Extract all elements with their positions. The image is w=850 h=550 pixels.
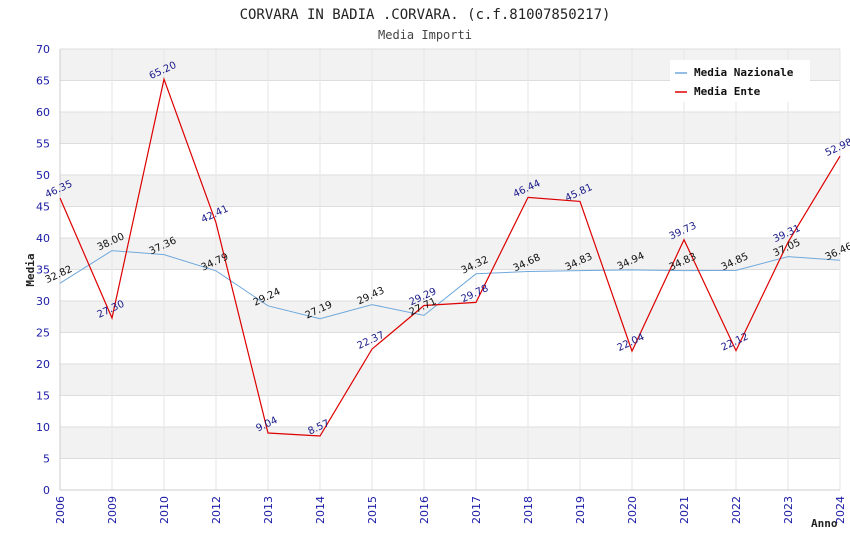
x-tick-label: 2020 (626, 496, 639, 524)
grid-band (60, 427, 840, 459)
x-tick-label: 2013 (262, 496, 275, 524)
y-tick-label: 25 (36, 327, 50, 340)
x-tick-label: 2023 (782, 496, 795, 524)
y-tick-label: 35 (36, 264, 50, 277)
x-tick-label: 2012 (210, 496, 223, 524)
grid-band (60, 112, 840, 144)
data-label-ente: 22.04 (616, 332, 647, 354)
x-tick-label: 2009 (106, 496, 119, 524)
grid-band (60, 301, 840, 333)
grid-band (60, 238, 840, 270)
y-tick-label: 5 (43, 453, 50, 466)
grid-bands (60, 49, 840, 459)
chart-title: CORVARA IN BADIA .CORVARA. (c.f.81007850… (240, 7, 611, 23)
y-tick-label: 45 (36, 201, 50, 214)
y-tick-label: 10 (36, 421, 50, 434)
x-tick-label: 2019 (574, 496, 587, 524)
y-tick-label: 0 (43, 484, 50, 497)
y-tick-label: 55 (36, 138, 50, 151)
data-label-ente: 22.12 (720, 331, 751, 353)
x-tick-labels: 2006 2009 2010 2012 2013 2014 2015 2016 2017 2018… (54, 496, 847, 524)
x-tick-label: 2022 (730, 496, 743, 524)
series-line-ente (59, 77, 841, 437)
grid-band (60, 364, 840, 396)
x-tick-label: 2017 (470, 496, 483, 524)
y-tick-label: 50 (36, 169, 50, 182)
data-label-ente: 22.37 (356, 330, 387, 352)
y-tick-label: 40 (36, 232, 50, 245)
series-lines (59, 77, 841, 437)
y-tick-label: 60 (36, 106, 50, 119)
legend: Media Nazionale Media Ente (670, 60, 810, 102)
x-tick-label: 2018 (522, 496, 535, 524)
x-tick-label: 2021 (678, 496, 691, 524)
y-tick-label: 65 (36, 75, 50, 88)
y-tick-label: 15 (36, 390, 50, 403)
series-line-nazionale (59, 250, 841, 320)
axes (59, 49, 840, 491)
legend-label-ente: Media Ente (694, 85, 761, 98)
y-axis-label: Media (24, 253, 37, 286)
x-axis-label: Anno (811, 517, 838, 530)
y-tick-labels: 0 5 10 15 20 25 30 35 40 45 50 55 60 65 70 (36, 43, 50, 497)
y-tick-label: 20 (36, 358, 50, 371)
y-tick-label: 70 (36, 43, 50, 56)
x-tick-label: 2016 (418, 496, 431, 524)
x-tick-label: 2024 (834, 496, 847, 524)
legend-box (670, 60, 810, 102)
grid-band (60, 175, 840, 207)
x-tick-label: 2006 (54, 496, 67, 524)
chart-subtitle: Media Importi (378, 28, 472, 42)
x-tick-label: 2010 (158, 496, 171, 524)
x-tick-label: 2015 (366, 496, 379, 524)
x-tick-label: 2014 (314, 496, 327, 524)
legend-label-nazionale: Media Nazionale (694, 66, 794, 79)
y-tick-label: 30 (36, 295, 50, 308)
